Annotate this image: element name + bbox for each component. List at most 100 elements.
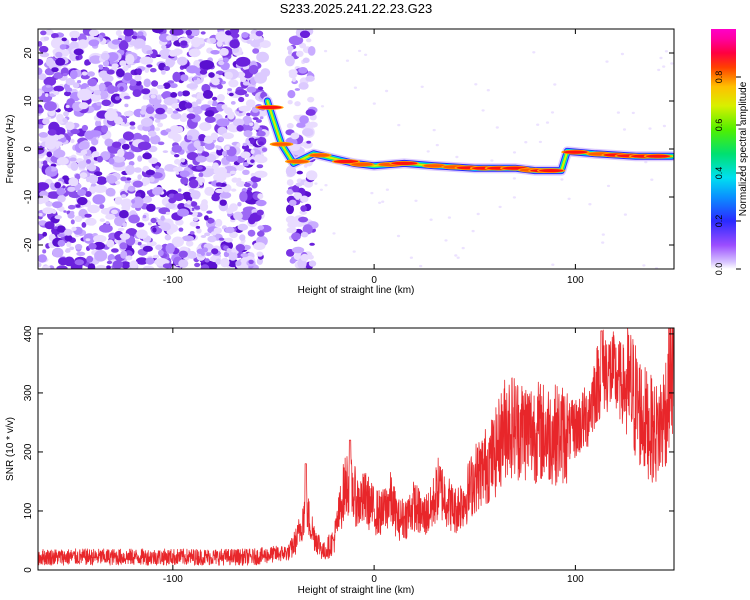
noise-blob — [112, 155, 125, 163]
noise-blob — [193, 76, 198, 81]
signal-hotspot — [287, 159, 309, 164]
noise-blob — [125, 255, 133, 261]
noise-blob — [204, 110, 214, 117]
noise-blob — [222, 132, 234, 140]
noise-blob — [177, 208, 189, 217]
noise-blob — [550, 111, 555, 114]
noise-blob — [224, 71, 233, 80]
noise-blob — [89, 29, 99, 37]
y-tick-label: -10 — [23, 189, 34, 204]
colorbar-tick-label: 0.8 — [714, 71, 724, 84]
noise-blob — [186, 113, 196, 120]
noise-blob — [129, 125, 136, 130]
noise-blob — [184, 102, 193, 109]
noise-blob — [294, 88, 301, 91]
noise-blob — [42, 207, 54, 215]
noise-blob — [129, 40, 138, 46]
noise-blob — [81, 222, 87, 228]
noise-blob — [119, 210, 129, 219]
noise-blob — [146, 203, 156, 212]
noise-blob — [290, 132, 300, 140]
noise-blob — [88, 174, 99, 184]
noise-blob — [212, 96, 218, 101]
noise-blob — [172, 71, 181, 82]
noise-blob — [38, 73, 47, 81]
noise-blob — [216, 40, 223, 47]
noise-blob — [175, 171, 180, 175]
noise-blob — [179, 170, 190, 178]
noise-blob — [111, 63, 119, 68]
noise-blob — [299, 30, 311, 39]
noise-blob — [426, 150, 430, 153]
noise-blob — [250, 159, 255, 164]
snr-x-label: Height of straight line (km) — [298, 585, 415, 596]
noise-blob — [53, 85, 65, 92]
noise-blob — [207, 235, 217, 243]
noise-blob — [47, 167, 52, 172]
noise-blob — [226, 248, 232, 254]
noise-blob — [96, 176, 107, 185]
noise-blob — [93, 171, 103, 177]
noise-blob — [447, 216, 451, 219]
noise-blob — [299, 210, 307, 216]
noise-blob — [51, 67, 59, 73]
noise-blob — [62, 72, 68, 76]
noise-blob — [195, 225, 201, 229]
noise-blob — [155, 244, 163, 251]
noise-blob — [308, 121, 318, 128]
noise-blob — [307, 46, 316, 56]
noise-blob — [67, 204, 76, 210]
noise-blob — [236, 181, 246, 187]
noise-blob — [178, 100, 188, 111]
noise-blob — [106, 174, 118, 184]
noise-blob — [86, 255, 94, 263]
noise-blob — [77, 161, 87, 169]
noise-blob — [319, 188, 323, 191]
noise-blob — [120, 250, 128, 259]
noise-blob — [257, 193, 264, 200]
x-tick-label: 0 — [371, 574, 377, 585]
noise-blob — [150, 217, 157, 224]
noise-blob — [288, 69, 298, 76]
noise-blob — [208, 72, 215, 78]
noise-blob — [154, 112, 168, 120]
signal-hotspot — [563, 150, 588, 154]
noise-blob — [207, 100, 213, 106]
snr-ticks: -100 0 100 0 100 200 300 400 — [23, 325, 674, 585]
snr-series-line — [38, 328, 674, 566]
noise-blob — [129, 262, 134, 267]
noise-blob — [429, 218, 433, 221]
noise-blob — [298, 216, 309, 223]
noise-blob — [135, 257, 148, 265]
noise-blob — [169, 83, 178, 89]
noise-blob — [202, 247, 208, 253]
noise-blob — [56, 187, 66, 196]
noise-blob — [291, 37, 298, 42]
noise-blob — [300, 253, 310, 262]
noise-blob — [256, 209, 264, 216]
noise-blob — [212, 162, 219, 170]
noise-blob — [296, 170, 303, 175]
noise-blob — [105, 221, 110, 225]
noise-blob — [65, 87, 73, 93]
noise-blob — [292, 246, 305, 254]
noise-blob — [601, 233, 605, 236]
noise-blob — [286, 204, 294, 215]
noise-blob — [139, 56, 154, 65]
noise-blob — [165, 202, 176, 209]
noise-blob — [132, 196, 144, 209]
noise-blob — [200, 31, 206, 35]
noise-blob — [259, 40, 271, 49]
noise-blob — [191, 36, 201, 48]
signal-hotspot — [310, 153, 330, 157]
noise-blob — [62, 117, 68, 123]
noise-blob — [225, 226, 235, 234]
noise-blob — [243, 130, 253, 138]
noise-blob — [135, 80, 142, 86]
noise-blob — [605, 60, 609, 63]
noise-blob — [372, 102, 376, 105]
noise-blob — [225, 145, 230, 151]
noise-blob — [172, 110, 179, 114]
noise-blob — [87, 263, 96, 269]
noise-blob — [85, 238, 91, 242]
